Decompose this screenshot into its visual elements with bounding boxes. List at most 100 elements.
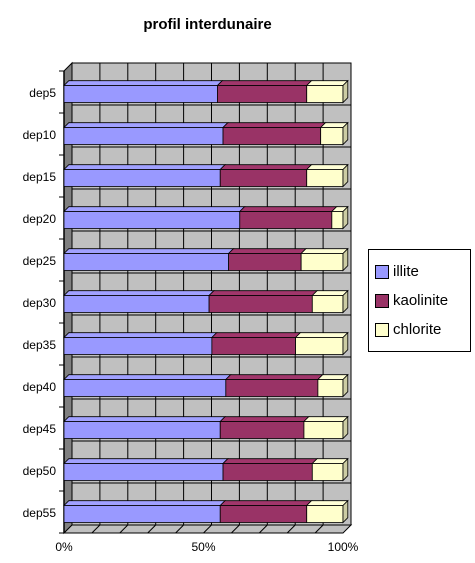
bar-dep5-kaolinite [217,85,308,103]
bar-top-dep45-kaolinite [219,416,310,422]
bar-top-dep40-kaolinite [224,374,324,380]
floor-gridline [258,524,268,534]
bar-dep45-illite [63,421,221,439]
bar-top-dep10-illite [63,122,229,128]
bar-dep15-chlorite [306,169,344,187]
floor-gridline [175,524,184,534]
floor-gridline [203,524,212,534]
bar-end-dep30 [342,289,349,314]
floor-gridline [119,524,129,534]
bar-dep25-chlorite [300,253,344,271]
x-tick-label-100%: 100% [328,540,359,554]
bar-end-dep5 [342,79,349,104]
bar-top-dep10-kaolinite [222,122,327,128]
bar-top-dep30-kaolinite [208,290,319,296]
bar-top-dep35-illite [63,332,218,338]
bar-top-dep35-chlorite [294,332,349,338]
bar-top-dep30-illite [63,290,215,296]
legend-swatch-illite [375,264,389,279]
bar-dep20-kaolinite [239,211,333,229]
bar-dep40-illite [63,379,227,397]
bar-dep35-illite [63,337,213,355]
bar-top-dep55-kaolinite [219,500,313,506]
bar-top-dep50-chlorite [311,458,349,464]
bar-top-dep20-kaolinite [238,206,338,212]
bar-top-dep45-illite [63,416,227,422]
bar-top-dep40-illite [63,374,232,380]
bar-top-dep15-illite [63,164,227,170]
y-tick-label-dep50: dep50 [23,464,57,478]
floor-gridline [147,524,157,534]
y-tick-label-dep45: dep45 [23,422,57,436]
bar-dep10-kaolinite [222,127,322,145]
floor-gridline [314,524,324,534]
bar-dep30-chlorite [311,295,344,313]
bar-top-dep25-kaolinite [227,248,307,254]
bar-dep25-illite [63,253,230,271]
bar-dep50-kaolinite [222,463,313,481]
floor-gridline [91,524,101,534]
bar-top-dep35-kaolinite [210,332,302,338]
y-tick-label-dep25: dep25 [23,254,57,268]
y-tick-label-dep20: dep20 [23,212,57,226]
bar-dep20-illite [63,211,241,229]
bar-dep40-chlorite [317,379,344,397]
bar-top-dep50-kaolinite [222,458,319,464]
legend-item-chlorite: chlorite [375,315,470,344]
y-tick-label-dep10: dep10 [23,128,57,142]
y-tick-label-dep5: dep5 [29,86,56,100]
floor-gridline [286,524,296,534]
bar-dep55-illite [63,505,221,523]
x-tick-label-50%: 50% [191,540,215,554]
bar-dep5-illite [63,85,218,103]
legend-item-kaolinite: kaolinite [375,286,470,315]
bar-dep30-illite [63,295,210,313]
legend-swatch-chlorite [375,322,389,337]
bar-end-dep35 [342,331,349,356]
bar-end-dep40 [342,373,349,398]
bar-top-dep50-illite [63,458,229,464]
bar-end-dep10 [342,121,349,146]
y-tick-label-dep30: dep30 [23,296,57,310]
floor-gridline [231,524,240,534]
legend-label-chlorite: chlorite [393,321,442,338]
bar-dep15-illite [63,169,221,187]
y-tick-label-dep15: dep15 [23,170,57,184]
bar-top-dep45-chlorite [302,416,349,422]
bar-dep50-illite [63,463,224,481]
bar-top-dep15-kaolinite [219,164,313,170]
bar-top-dep30-chlorite [311,290,349,296]
x-tick-label-0%: 0% [55,540,73,554]
bar-dep10-chlorite [320,127,344,145]
bar-top-dep5-kaolinite [216,80,313,86]
bar-dep15-kaolinite [219,169,308,187]
bar-top-dep25-chlorite [300,248,349,254]
bar-dep35-chlorite [295,337,344,355]
bar-dep35-kaolinite [211,337,296,355]
bar-top-dep55-chlorite [305,500,349,506]
bar-end-dep15 [342,163,349,188]
bar-end-dep45 [342,415,349,440]
chart-title: profil interdunaire [143,16,272,33]
bar-dep45-kaolinite [219,421,305,439]
bar-dep55-chlorite [306,505,344,523]
bar-top-dep25-illite [63,248,235,254]
legend-item-illite: illite [375,257,470,286]
legend-label-kaolinite: kaolinite [393,292,449,309]
bar-top-dep55-illite [63,500,227,506]
bar-dep30-kaolinite [208,295,313,313]
bar-end-dep20 [342,205,349,230]
bar-top-dep15-chlorite [305,164,349,170]
bar-dep40-kaolinite [225,379,319,397]
y-tick-label-dep55: dep55 [23,506,57,520]
legend-label-illite: illite [393,263,419,280]
y-tick-label-dep40: dep40 [23,380,57,394]
legend: illite kaolinite chlorite [368,249,471,352]
legend-swatch-kaolinite [375,293,389,308]
bar-end-dep25 [342,247,349,272]
bar-end-dep55 [342,499,349,524]
y-tick-label-dep35: dep35 [23,338,57,352]
bar-dep55-kaolinite [219,505,308,523]
bar-dep10-illite [63,127,224,145]
